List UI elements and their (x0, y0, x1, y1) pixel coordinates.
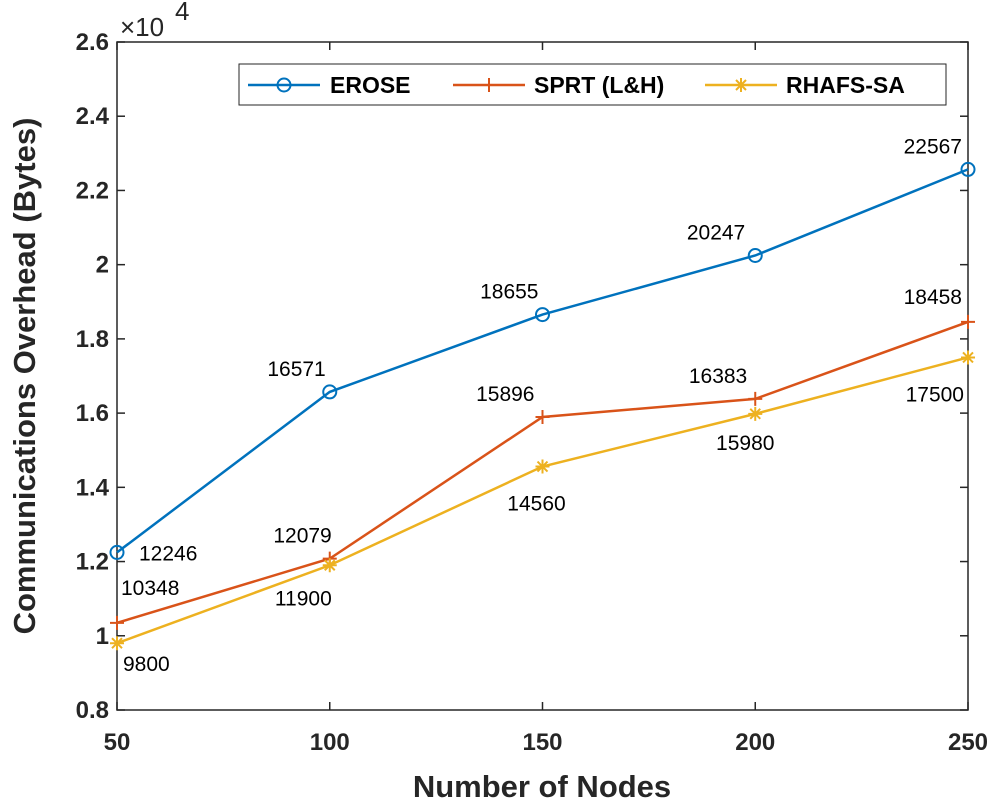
legend-sprt-label: SPRT (L&H) (534, 72, 664, 98)
x-tick-label: 100 (310, 729, 350, 756)
data-label-rhafs: 9800 (123, 653, 170, 676)
data-point-erose (535, 307, 550, 323)
y-tick-label: 1.2 (76, 549, 109, 576)
x-tick-label: 150 (522, 729, 562, 756)
data-point-sprt (748, 391, 763, 406)
data-label-rhafs: 14560 (507, 493, 565, 516)
data-label-sprt: 18458 (904, 286, 962, 309)
data-point-rhafs (748, 406, 763, 421)
y-tick-label: 2 (96, 252, 109, 279)
data-point-rhafs (110, 636, 124, 651)
x-tick-label: 50 (104, 729, 131, 756)
data-label-sprt: 10348 (121, 577, 179, 600)
x-axis-title: Number of Nodes (413, 769, 671, 804)
data-point-erose (322, 384, 338, 400)
y-axis-title: Communications Overhead (Bytes) (7, 118, 42, 635)
legend: EROSE SPRT (L&H) RHAFS-SA (238, 63, 947, 106)
legend-box (238, 63, 947, 106)
data-label-rhafs: 15980 (716, 432, 774, 455)
y-tick-label: 2.4 (76, 103, 110, 130)
legend-erose-label: EROSE (330, 72, 411, 98)
plot-area (116, 41, 969, 711)
legend-rhafs-label: RHAFS-SA (786, 72, 905, 98)
legend-rhafs-marker-asterisk-icon (734, 78, 748, 92)
data-point-rhafs (535, 459, 550, 474)
data-label-erose: 22567 (904, 135, 962, 158)
data-point-erose (109, 544, 125, 560)
data-point-erose (747, 248, 763, 264)
y-tick-label: 1.6 (76, 400, 109, 427)
y-scale-exponent: 4 (175, 0, 189, 26)
data-label-erose: 18655 (480, 281, 538, 304)
data-label-erose: 20247 (687, 222, 745, 245)
series-line-erose (116, 168, 969, 554)
data-point-rhafs (961, 350, 975, 365)
data-point-sprt (535, 409, 550, 424)
data-label-sprt: 12079 (273, 525, 331, 548)
data-point-sprt (961, 314, 975, 329)
data-label-erose: 12246 (139, 542, 197, 565)
y-tick-label: 1.4 (76, 474, 110, 501)
y-tick-label: 1.8 (76, 326, 109, 353)
data-label-erose: 16571 (267, 358, 325, 381)
y-tick-label: 2.2 (76, 177, 109, 204)
y-tick-label: 2.6 (76, 29, 109, 56)
data-label-rhafs: 11900 (275, 587, 332, 610)
y-scale-multiplier: ×10 (120, 12, 164, 42)
data-label-sprt: 16383 (689, 365, 747, 388)
x-tick-label: 200 (735, 729, 775, 756)
data-label-rhafs: 17500 (906, 383, 964, 406)
x-tick-label: 250 (948, 729, 988, 756)
y-tick-label: 0.8 (76, 697, 109, 724)
data-point-rhafs (322, 558, 337, 573)
y-tick-label: 1 (96, 623, 109, 650)
legend-sprt-marker-plus-icon (482, 78, 496, 92)
data-point-erose (960, 161, 976, 177)
data-label-sprt: 15896 (476, 383, 534, 406)
legend-erose-marker-circle-icon (276, 77, 292, 93)
data-point-sprt (110, 615, 124, 630)
